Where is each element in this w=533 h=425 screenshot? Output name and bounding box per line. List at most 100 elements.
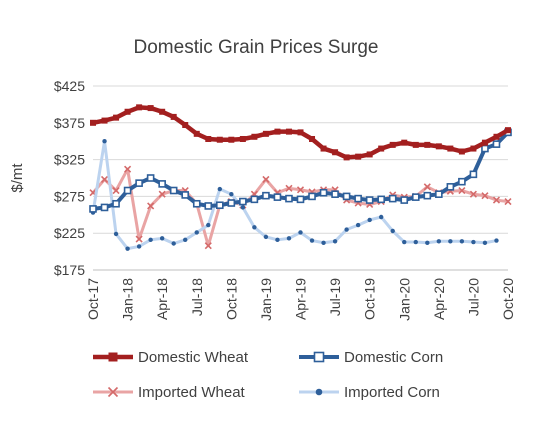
data-point xyxy=(159,108,166,115)
data-point xyxy=(262,191,270,200)
data-point xyxy=(471,239,476,245)
data-point xyxy=(378,145,385,152)
data-point xyxy=(252,225,257,230)
data-point xyxy=(413,239,418,245)
y-tick-label: $375 xyxy=(54,115,85,131)
data-point xyxy=(205,135,212,142)
data-point xyxy=(112,199,120,208)
legend-entry: Domestic Corn xyxy=(299,349,443,366)
legend-label: Domestic Wheat xyxy=(138,349,249,366)
data-point xyxy=(458,148,465,155)
data-point xyxy=(100,175,109,184)
y-tick-label: $225 xyxy=(54,225,85,241)
data-point xyxy=(227,199,236,207)
data-point xyxy=(123,186,132,195)
data-point xyxy=(263,234,269,240)
data-point xyxy=(148,237,153,243)
data-point xyxy=(239,135,246,142)
data-point xyxy=(158,190,166,198)
data-point xyxy=(229,191,234,197)
series-domestic-corn xyxy=(89,128,512,213)
legend-entry: Imported Wheat xyxy=(93,384,246,401)
data-point xyxy=(458,177,466,186)
data-point xyxy=(481,192,489,200)
data-point xyxy=(136,244,142,249)
data-point xyxy=(400,196,409,204)
series-domestic-wheat xyxy=(90,104,511,161)
data-point xyxy=(240,205,246,210)
data-point xyxy=(355,222,361,228)
data-point xyxy=(315,388,323,396)
data-point xyxy=(147,202,155,210)
data-point xyxy=(124,165,132,173)
data-point xyxy=(216,201,224,210)
data-point xyxy=(435,143,442,150)
data-point xyxy=(447,145,454,152)
data-point xyxy=(308,192,316,201)
data-point xyxy=(217,186,223,192)
data-point xyxy=(469,190,477,198)
series-lines xyxy=(89,104,512,251)
data-point xyxy=(342,192,351,201)
x-tick-label: Apr-19 xyxy=(293,278,309,320)
y-tick-label: $325 xyxy=(54,152,85,168)
x-tick-label: Apr-20 xyxy=(431,278,447,320)
axes: $175 $225 $275 $325 $375 $425 Oct-17 Jan-18 Apr-… xyxy=(54,78,516,321)
data-point xyxy=(321,240,326,245)
data-point xyxy=(344,227,349,232)
data-point xyxy=(343,154,350,161)
legend: Domestic Wheat Domestic Corn Imported Whea… xyxy=(93,349,443,401)
data-point xyxy=(102,139,107,144)
data-point xyxy=(332,239,338,244)
data-point xyxy=(107,386,119,398)
data-point xyxy=(192,199,201,208)
data-point xyxy=(89,205,97,213)
x-tick-label: Jan-18 xyxy=(120,278,136,321)
data-point xyxy=(296,195,305,204)
data-point xyxy=(136,104,143,111)
data-point xyxy=(365,196,374,204)
data-point xyxy=(469,170,478,179)
chart-title: Domestic Grain Prices Surge xyxy=(134,37,379,58)
x-tick-label: Jan-19 xyxy=(258,278,274,321)
data-point xyxy=(146,174,155,182)
data-point xyxy=(183,237,188,243)
data-point xyxy=(388,194,397,203)
y-tick-label: $175 xyxy=(54,262,85,278)
data-point xyxy=(193,130,200,137)
data-point xyxy=(320,145,327,152)
data-point xyxy=(147,105,154,112)
data-point xyxy=(402,239,407,245)
data-point xyxy=(332,149,339,156)
data-point xyxy=(504,197,512,206)
data-point xyxy=(90,119,96,126)
data-point xyxy=(481,139,488,146)
data-point xyxy=(492,140,501,148)
data-point xyxy=(204,242,212,250)
data-point xyxy=(366,151,373,158)
data-point xyxy=(309,238,315,243)
data-point xyxy=(216,136,223,143)
data-point xyxy=(206,222,211,228)
legend-label: Domestic Corn xyxy=(344,349,443,366)
data-point xyxy=(425,240,430,245)
y-tick-label: $275 xyxy=(54,188,85,204)
data-point xyxy=(159,236,165,241)
y-axis-label: $/mt xyxy=(9,163,26,193)
data-point xyxy=(401,139,408,146)
data-point xyxy=(313,351,325,363)
x-tick-label: Oct-18 xyxy=(223,278,239,320)
data-point xyxy=(124,108,131,115)
data-point xyxy=(262,175,270,184)
x-tick-label: Oct-17 xyxy=(85,278,101,320)
data-point xyxy=(125,246,130,251)
x-tick-label: Oct-19 xyxy=(362,278,378,320)
data-point xyxy=(459,239,465,244)
data-point xyxy=(458,186,466,195)
data-point xyxy=(113,114,120,121)
data-point xyxy=(170,113,177,120)
data-point xyxy=(435,190,443,198)
data-point xyxy=(505,127,511,134)
data-point xyxy=(436,239,442,244)
data-point xyxy=(100,203,109,212)
